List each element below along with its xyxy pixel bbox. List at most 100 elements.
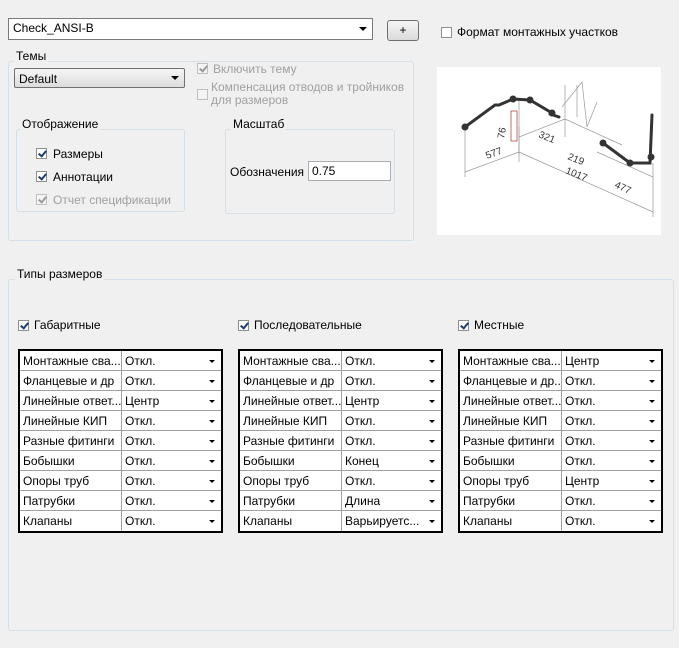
row-dropdown[interactable]: Откл. <box>122 451 221 470</box>
row-dropdown[interactable]: Откл. <box>122 511 221 531</box>
dimension-label: 76 <box>496 126 509 139</box>
row-dropdown[interactable]: Откл. <box>562 491 661 510</box>
row-dropdown[interactable]: Откл. <box>122 371 221 390</box>
table-row: Линейные КИП Откл. <box>20 411 221 431</box>
checkbox-label: Компенсация отводов и тройников для разм… <box>211 80 405 107</box>
row-label: Разные фитинги <box>460 431 562 450</box>
row-dropdown[interactable]: Откл. <box>342 431 441 450</box>
row-dropdown[interactable]: Откл. <box>562 371 661 390</box>
checkbox[interactable] <box>36 148 47 159</box>
row-dropdown[interactable]: Откл. <box>562 391 661 410</box>
table-row: Монтажные сва... Откл. <box>20 351 221 371</box>
table-row: Бобышки Конец <box>240 451 441 471</box>
field-label: Обозначения <box>230 165 305 179</box>
table-row: Линейные ответ... Центр <box>240 391 441 411</box>
style-dropdown[interactable]: Check_ANSI-B <box>8 18 373 40</box>
row-dropdown[interactable]: Откл. <box>122 491 221 510</box>
theme-dropdown[interactable]: Default <box>14 68 185 88</box>
row-dropdown[interactable]: Откл. <box>342 371 441 390</box>
row-label: Линейные КИП <box>240 411 342 430</box>
row-label: Клапаны <box>240 511 342 531</box>
row-label: Линейные ответ... <box>20 391 122 410</box>
group-title: Отображение <box>20 117 101 131</box>
row-label: Патрубки <box>240 491 342 510</box>
row-label: Монтажные сва... <box>240 351 342 370</box>
row-dropdown[interactable]: Центр <box>342 391 441 410</box>
checkbox[interactable] <box>441 27 452 38</box>
row-dropdown[interactable]: Длина <box>342 491 441 510</box>
row-label: Опоры труб <box>460 471 562 490</box>
row-dropdown[interactable]: Откл. <box>122 411 221 430</box>
row-label: Монтажные сва... <box>20 351 122 370</box>
pipe-joints <box>461 95 655 167</box>
row-label: Фланцевые и др... <box>460 371 562 390</box>
row-dropdown[interactable]: Центр <box>122 391 221 410</box>
row-dropdown[interactable]: Центр <box>562 471 661 490</box>
row-dropdown[interactable]: Откл. <box>342 411 441 430</box>
checkbox-label: Формат монтажных участков <box>457 25 619 39</box>
scale-input[interactable]: 0.75 <box>308 161 391 181</box>
table-row: Линейные КИП Откл. <box>460 411 661 431</box>
checkbox[interactable] <box>458 320 469 331</box>
row-label: Разные фитинги <box>240 431 342 450</box>
row-dropdown[interactable]: Откл. <box>122 431 221 450</box>
row-label: Разные фитинги <box>20 431 122 450</box>
row-label: Фланцевые и др <box>240 371 342 390</box>
dimension-types-group <box>8 279 674 631</box>
table-row: Клапаны Откл. <box>20 511 221 531</box>
row-dropdown[interactable]: Откл. <box>562 411 661 430</box>
row-dropdown[interactable]: Откл. <box>122 471 221 490</box>
themes-group <box>8 61 414 241</box>
scale-group <box>225 129 395 214</box>
table-row: Бобышки Откл. <box>20 451 221 471</box>
checkbox[interactable] <box>197 89 208 100</box>
checkbox-label: Отчет спецификации <box>53 193 171 207</box>
add-button[interactable]: + <box>387 20 419 41</box>
row-label: Опоры труб <box>20 471 122 490</box>
row-label: Бобышки <box>460 451 562 470</box>
dimension-table: Монтажные сва... Откл. Фланцевые и др Откл.… <box>18 349 223 533</box>
checkbox[interactable] <box>36 171 47 182</box>
row-label: Клапаны <box>460 511 562 531</box>
table-row: Разные фитинги Откл. <box>20 431 221 451</box>
row-label: Монтажные сва... <box>460 351 562 370</box>
row-label: Линейные ответ... <box>240 391 342 410</box>
row-dropdown[interactable]: Конец <box>342 451 441 470</box>
row-dropdown[interactable]: Откл. <box>122 351 221 370</box>
row-dropdown[interactable]: Откл. <box>342 471 441 490</box>
checkbox-label: Размеры <box>53 147 103 161</box>
row-dropdown[interactable]: Откл. <box>562 511 661 531</box>
display-group <box>16 129 185 212</box>
table-row: Линейные КИП Откл. <box>240 411 441 431</box>
table-row: Опоры труб Центр <box>460 471 661 491</box>
row-label: Линейные КИП <box>460 411 562 430</box>
row-label: Патрубки <box>20 491 122 510</box>
table-row: Опоры труб Откл. <box>240 471 441 491</box>
table-row: Клапаны Варьируетс... <box>240 511 441 531</box>
table-row: Линейные ответ... Откл. <box>460 391 661 411</box>
table-row: Клапаны Откл. <box>460 511 661 531</box>
row-dropdown[interactable]: Откл. <box>562 451 661 470</box>
table-row: Фланцевые и др Откл. <box>240 371 441 391</box>
checkbox-label: Местные <box>474 318 525 332</box>
table-row: Патрубки Откл. <box>20 491 221 511</box>
row-dropdown[interactable]: Откл. <box>562 431 661 450</box>
row-dropdown[interactable]: Варьируетс... <box>342 511 441 531</box>
table-row: Разные фитинги Откл. <box>460 431 661 451</box>
row-label: Линейные ответ... <box>460 391 562 410</box>
row-label: Бобышки <box>240 451 342 470</box>
table-row: Патрубки Длина <box>240 491 441 511</box>
dimension-table: Монтажные сва... Центр Фланцевые и др... От… <box>458 349 663 533</box>
row-dropdown[interactable]: Центр <box>562 351 661 370</box>
checkbox-label: Габаритные <box>34 318 101 332</box>
row-label: Патрубки <box>460 491 562 510</box>
table-row: Бобышки Откл. <box>460 451 661 471</box>
checkbox[interactable] <box>197 63 208 74</box>
checkbox[interactable] <box>18 320 29 331</box>
checkbox[interactable] <box>36 194 47 205</box>
table-row: Линейные ответ... Центр <box>20 391 221 411</box>
row-dropdown[interactable]: Откл. <box>342 351 441 370</box>
checkbox[interactable] <box>238 320 249 331</box>
checkbox-label: Аннотации <box>53 170 113 184</box>
